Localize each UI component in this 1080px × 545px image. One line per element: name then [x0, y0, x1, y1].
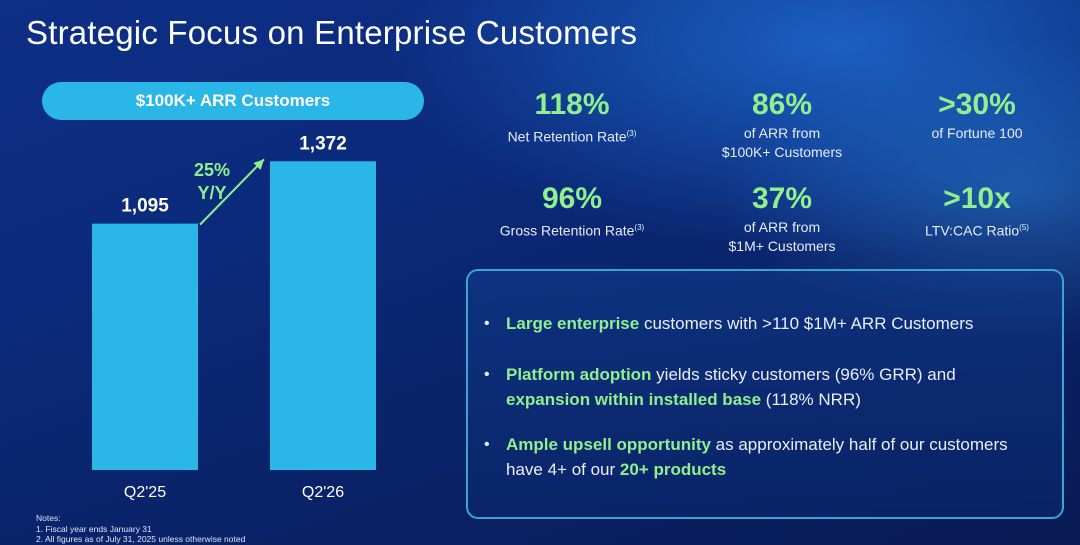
bar-1	[270, 161, 376, 471]
kpi-net-retention: 118% Net Retention Rate(3)	[462, 88, 682, 147]
footnotes: Notes: 1. Fiscal year ends January 31 2.…	[36, 513, 246, 544]
kpi-value: >30%	[938, 88, 1016, 121]
growth-arrow-line	[199, 158, 265, 226]
growth-annotation: 25%	[194, 160, 230, 180]
category-label: Q2'26	[302, 484, 344, 501]
bullet-icon: •	[484, 366, 490, 383]
bullet-item: • Ample upsell opportunity as approximat…	[484, 432, 1044, 482]
kpi-value: >10x	[943, 182, 1011, 215]
kpi-arr-100k: 86% of ARR from $100K+ Customers	[672, 88, 892, 162]
kpi-label: LTV:CAC Ratio(5)	[925, 222, 1029, 239]
slide-title: Strategic Focus on Enterprise Customers	[26, 14, 638, 51]
kpi-label: Gross Retention Rate(3)	[499, 222, 645, 239]
kpi-label: of Fortune 100	[931, 125, 1023, 141]
chart-title-pill: $100K+ ARR Customers	[42, 82, 424, 120]
bar-chart: 1,095 Q2'25 1,372 Q2'26 25% Y/Y	[92, 133, 376, 501]
bullet-item: • Platform adoption yields sticky custom…	[484, 362, 1044, 412]
kpi-value: 37%	[751, 182, 813, 215]
kpi-ltv-cac: >10x LTV:CAC Ratio(5)	[867, 182, 1080, 241]
bullet-icon: •	[484, 436, 490, 453]
kpi-label: of ARR from $100K+ Customers	[721, 125, 843, 160]
kpi-arr-1m: 37% of ARR from $1M+ Customers	[672, 182, 892, 256]
kpi-label: of ARR from $1M+ Customers	[728, 219, 836, 254]
highlights-panel: • Large enterprise customers with >110 $…	[466, 269, 1064, 519]
kpi-value: 118%	[534, 88, 610, 121]
bullet-icon: •	[484, 315, 490, 332]
kpi-fortune-100: >30% of Fortune 100	[867, 88, 1080, 143]
bullet-item: • Large enterprise customers with >110 $…	[484, 311, 1044, 336]
value-label: 1,095	[121, 196, 169, 217]
value-label: 1,372	[299, 133, 347, 154]
kpi-label: Net Retention Rate(3)	[507, 128, 637, 145]
kpi-value: 86%	[751, 88, 813, 121]
category-label: Q2'25	[124, 484, 166, 501]
growth-arrow-head-icon	[253, 159, 264, 170]
bar-0	[92, 223, 198, 470]
kpi-gross-retention: 96% Gross Retention Rate(3)	[462, 182, 682, 241]
growth-annotation: Y/Y	[197, 183, 226, 203]
kpi-value: 96%	[541, 182, 603, 215]
